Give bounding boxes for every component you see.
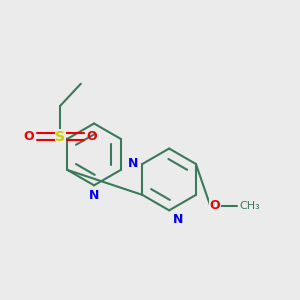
Text: N: N: [173, 213, 183, 226]
Text: CH₃: CH₃: [240, 201, 261, 211]
Text: N: N: [128, 158, 138, 170]
Text: N: N: [89, 189, 99, 202]
Text: O: O: [209, 200, 220, 212]
Text: S: S: [55, 130, 65, 144]
Text: O: O: [87, 130, 97, 143]
Text: O: O: [23, 130, 34, 143]
